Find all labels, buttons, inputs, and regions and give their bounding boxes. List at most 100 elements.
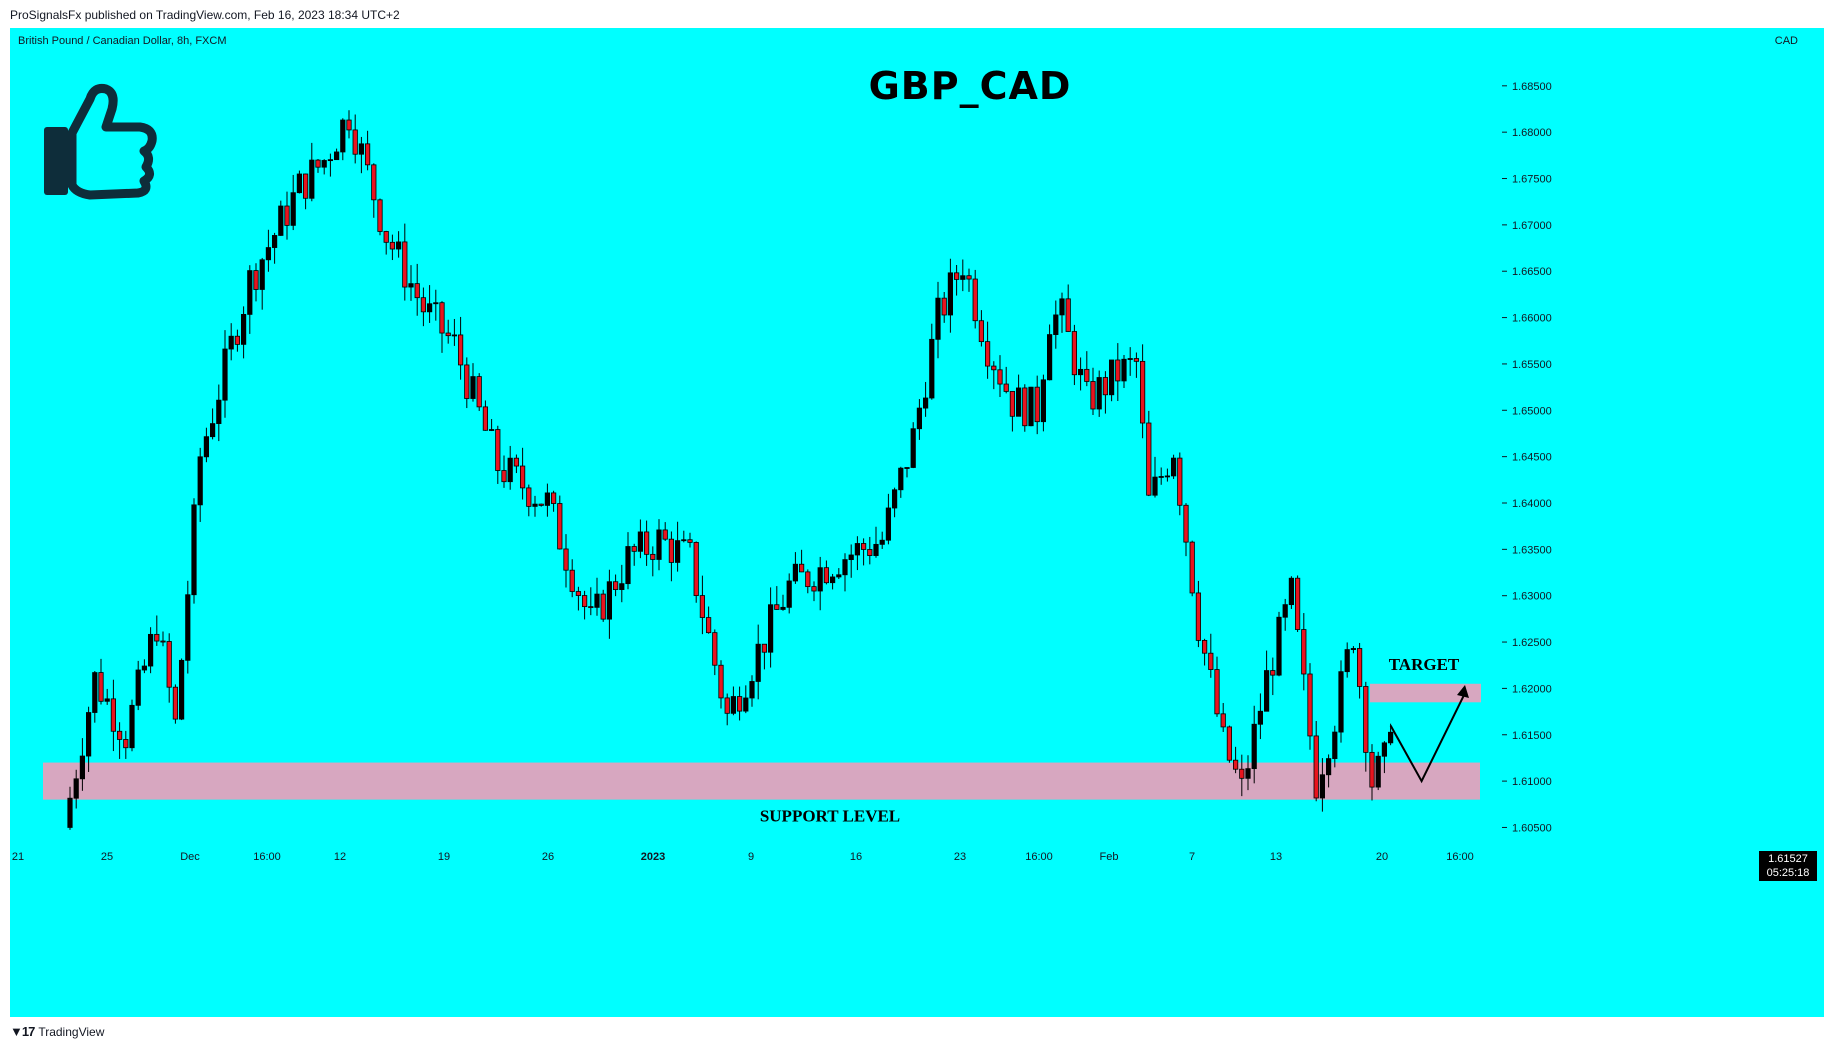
candle-bearish [377,199,383,232]
candle-bearish [985,341,991,367]
y-tick-label: 1.64500 [1512,452,1552,464]
chart-area[interactable]: SUPPORT LEVEL TARGET 1.68500 1.68000 1.67500… [10,28,1824,1017]
candle-bearish [1009,391,1016,417]
candle-bullish [1164,475,1170,478]
candle-bearish [1003,383,1009,392]
candlestick-chart[interactable]: SUPPORT LEVEL TARGET 1.68500 1.68000 1.67500… [10,28,1824,1017]
candle-bearish [284,205,290,226]
candle-bullish [1282,604,1288,618]
candle-bullish [1276,616,1282,676]
x-tick-label: 19 [438,851,450,863]
candle-bullish [1016,387,1022,417]
candle-bullish [129,704,135,749]
candle-bearish [166,641,172,688]
candle-bearish [389,241,396,250]
candle-bearish [495,429,501,471]
candle-bullish [1152,476,1158,496]
y-tick-label: 1.67000 [1512,220,1552,232]
candle-bullish [259,259,265,290]
candle-bullish [197,456,203,506]
candle-bearish [1071,331,1077,376]
candle-bearish [1307,673,1313,737]
candle-bearish [563,548,569,571]
x-tick-label: 16:00 [1446,851,1474,863]
candle-bearish [1065,298,1071,332]
candle-bearish [724,697,730,714]
x-tick-label: 16:00 [1025,851,1053,863]
candle-bullish [923,397,929,409]
candle-bullish [147,633,154,667]
candle-bearish [1369,751,1375,788]
candle-bearish [1208,652,1214,670]
candle-bearish [1357,648,1363,687]
y-tick-label: 1.62500 [1512,637,1552,649]
candle-bearish [420,297,427,313]
candle-bearish [346,119,352,131]
last-price-tag: 1.61527 05:25:18 [1759,851,1817,881]
candle-bearish [600,593,606,620]
candle-bearish [1270,670,1276,676]
y-tick-label: 1.61000 [1512,776,1552,788]
candle-bullish [1251,723,1257,770]
candle-bullish [1375,755,1381,788]
candle-bullish [209,423,216,438]
candle-bearish [1177,457,1183,506]
y-tick-label: 1.64000 [1512,498,1552,510]
candle-bullish [879,539,885,545]
candle-bearish [513,457,520,467]
candle-bullish [681,539,687,542]
x-tick-label: 21 [12,851,24,863]
candle-bearish [693,542,699,596]
candle-bullish [1040,379,1046,423]
candle-bullish [1127,358,1133,360]
candle-bearish [687,539,693,543]
symbol-description: British Pound / Canadian Dollar, 8h, FXC… [18,35,227,47]
y-tick-label: 1.68000 [1512,127,1552,139]
candle-bullish [1053,314,1059,335]
candle-bearish [234,335,240,345]
candle-bearish [557,503,563,550]
candle-bullish [104,698,110,702]
candle-bullish [656,529,662,560]
tradingview-logo-icon: ▼17 [10,1024,35,1039]
candle-bullish [290,192,296,226]
y-tick-label: 1.67500 [1512,174,1552,186]
candle-bearish [1214,669,1220,715]
x-tick-label: 13 [1270,851,1282,863]
candle-bearish [668,538,675,563]
y-tick-label: 1.66500 [1512,266,1552,278]
candle-bullish [606,581,613,620]
candle-bearish [538,503,544,506]
x-tick-label: 9 [748,851,754,863]
candle-bearish [1301,629,1307,675]
candle-bullish [247,270,253,315]
candle-bullish [1096,377,1102,410]
candle-bearish [811,586,817,592]
candle-bullish [278,205,284,236]
candle-bullish [619,583,625,590]
candle-bearish [954,272,960,280]
candle-bullish [358,143,365,155]
candle-bullish [544,492,551,506]
candle-bearish [1034,386,1040,423]
candle-bullish [451,334,458,337]
x-tick-label: 16:00 [253,851,281,863]
candle-bearish [383,231,389,243]
candle-bullish [786,580,792,608]
y-tick-label: 1.62000 [1512,683,1552,695]
candle-bearish [1115,359,1121,382]
candle-bullish [792,563,799,582]
candle-bullish [340,119,346,153]
candle-bearish [110,698,116,732]
tradingview-footer[interactable]: ▼17 TradingView [10,1024,104,1039]
y-tick-label: 1.66000 [1512,313,1552,325]
candle-bearish [823,567,830,584]
candle-bearish [482,406,489,431]
candle-bullish [854,543,861,556]
candle-bearish [519,465,526,489]
candle-bearish [867,549,873,556]
y-tick-label: 1.65000 [1512,405,1552,417]
candle-bearish [569,569,575,592]
candle-bearish [154,633,160,642]
candle-bearish [966,275,972,280]
